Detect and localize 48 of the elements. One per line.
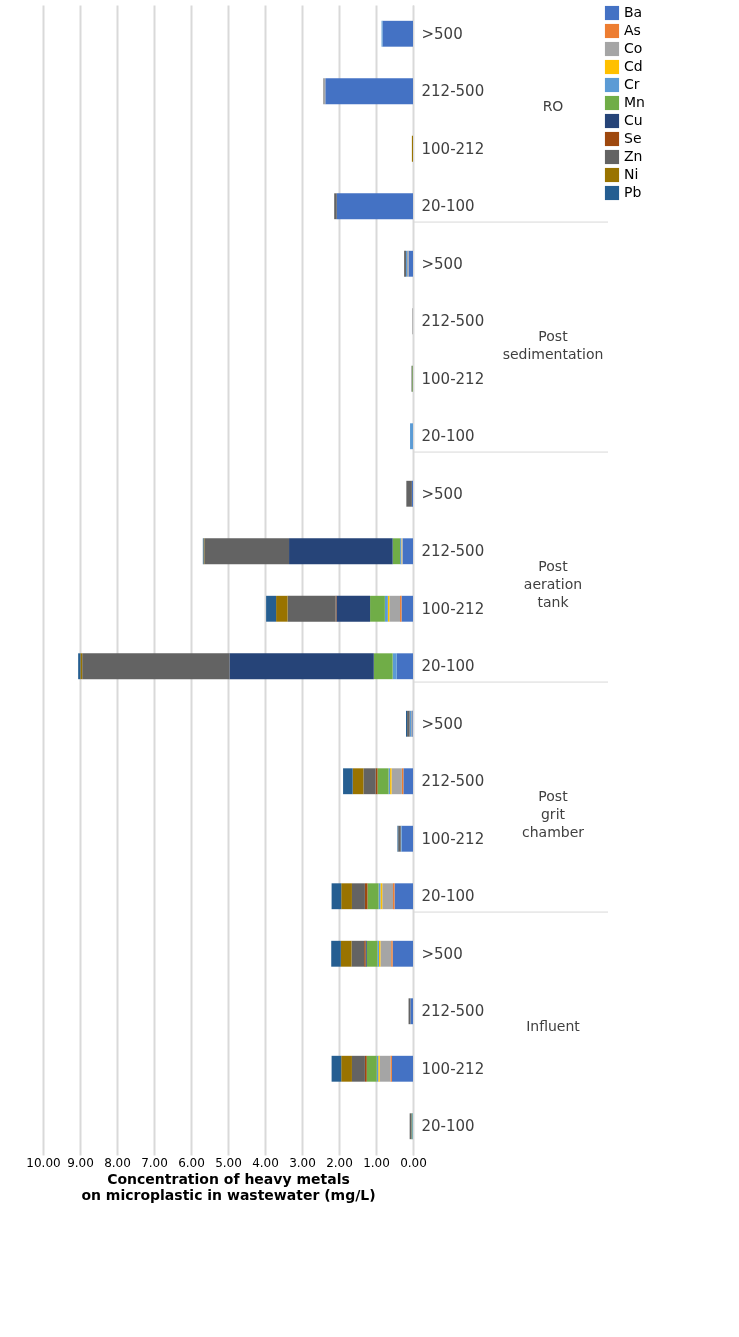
y-tick-label: >500 bbox=[421, 254, 463, 273]
y-tick-label: 100-212 bbox=[421, 139, 485, 158]
text: Influent bbox=[526, 1018, 581, 1035]
x-axis-title: Concentration of heavy metals on microplastic in wastewater (mg/L) bbox=[81, 1170, 376, 1203]
x-tick-label: 5.00 bbox=[215, 1155, 242, 1170]
x-tick-label: 8.00 bbox=[104, 1155, 131, 1170]
x-tick-label: 6.00 bbox=[178, 1155, 205, 1170]
y-tick-label: 20-100 bbox=[421, 657, 475, 676]
x-tick-label: 9.00 bbox=[67, 1155, 94, 1170]
legend-label: Se bbox=[624, 130, 642, 146]
legend-label: Co bbox=[624, 40, 643, 56]
text: Post aeration tank bbox=[523, 558, 583, 611]
y-tick-label: 100-212 bbox=[421, 1059, 485, 1078]
y-tick-label: >500 bbox=[421, 714, 463, 733]
x-tick-label: 4.00 bbox=[252, 1155, 279, 1170]
y-tick-label: 20-100 bbox=[421, 1117, 475, 1136]
y-tick-label: >500 bbox=[421, 484, 463, 503]
legend-label: Mn bbox=[624, 94, 645, 110]
y-tick-label: 212-500 bbox=[421, 82, 485, 101]
x-tick-label: 10.00 bbox=[26, 1155, 61, 1170]
text: Post sedimentation bbox=[502, 328, 604, 363]
legend-label: Zn bbox=[624, 148, 643, 164]
y-tick-label: >500 bbox=[421, 24, 463, 43]
y-tick-label: 212-500 bbox=[421, 312, 485, 331]
x-tick-label: 7.00 bbox=[141, 1155, 168, 1170]
y-tick-label: 212-500 bbox=[421, 1002, 485, 1021]
legend-label: Ni bbox=[624, 166, 639, 182]
y-tick-label: 100-212 bbox=[421, 599, 485, 618]
legend-label: As bbox=[624, 22, 641, 38]
y-tick-label: 212-500 bbox=[421, 772, 485, 791]
x-tick-label: 1.00 bbox=[363, 1155, 390, 1170]
y-tick-label: 20-100 bbox=[421, 197, 475, 216]
legend-label: Pb bbox=[624, 184, 642, 200]
x-tick-label: 2.00 bbox=[326, 1155, 353, 1170]
legend-label: Ba bbox=[624, 4, 643, 20]
y-tick-label: 20-100 bbox=[421, 427, 475, 446]
legend-label: Cd bbox=[624, 58, 643, 74]
y-tick-label: 212-500 bbox=[421, 542, 485, 561]
y-tick-label: 100-212 bbox=[421, 829, 485, 848]
text: RO bbox=[542, 98, 564, 115]
y-tick-label: >500 bbox=[421, 944, 463, 963]
x-tick-label: 3.00 bbox=[289, 1155, 316, 1170]
legend-label: Cu bbox=[624, 112, 643, 128]
x-tick-label: 0.00 bbox=[400, 1155, 427, 1170]
y-tick-label: 100-212 bbox=[421, 369, 485, 388]
legend-label: Cr bbox=[624, 76, 640, 92]
y-tick-label: 20-100 bbox=[421, 887, 475, 906]
text: Post grit chamber bbox=[521, 788, 585, 841]
